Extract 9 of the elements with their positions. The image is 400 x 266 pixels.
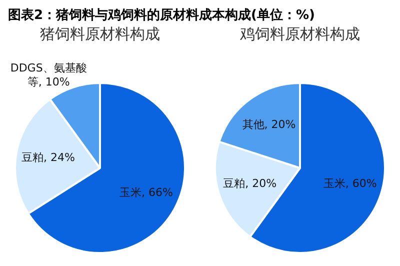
slice-label: DDGS、氨基酸等, 10%	[10, 61, 87, 88]
slice-label: 玉米, 66%	[119, 186, 173, 200]
slice-label: 豆粕, 20%	[223, 177, 277, 190]
chart-title: 图表2：猪饲料与鸡饲料的原材料成本构成(单位：%)	[7, 7, 316, 25]
slice-label: 其他, 20%	[242, 118, 296, 132]
chart-subtitle: 猪饲料原材料构成	[40, 24, 160, 43]
chart-subtitle: 鸡饲料原材料构成	[239, 24, 360, 43]
slice-label: 豆粕, 24%	[22, 150, 75, 164]
slice-label: 玉米, 60%	[323, 177, 377, 190]
